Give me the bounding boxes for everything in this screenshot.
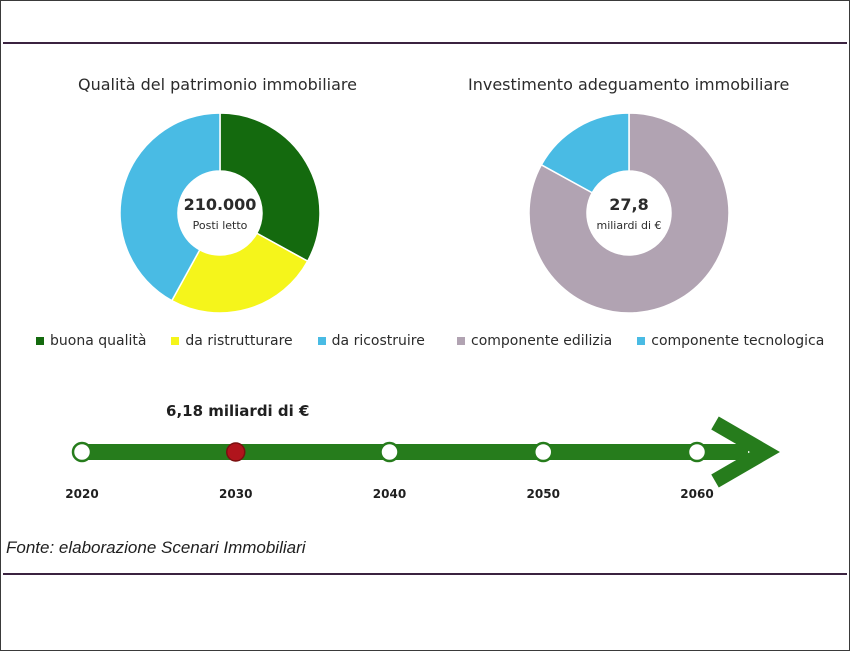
chart-title-investment: Investimento adeguamento immobiliare (468, 75, 790, 94)
timeline-marker-2020 (71, 441, 93, 463)
timeline-tick-2060: 2060 (680, 487, 713, 501)
timeline-tick-2040: 2040 (373, 487, 406, 501)
slice-da-ristrutturare (170, 232, 309, 314)
legend-quality: buona qualità da ristrutturare da ricostru… (36, 333, 450, 349)
center-value: 27,8 (609, 195, 648, 214)
legend-investment: componente edilizia componente tecnologic… (457, 333, 849, 349)
timeline-arrow-head (711, 416, 780, 488)
legend-item-buona-qualita: buona qualità (36, 333, 146, 349)
legend-swatch (457, 337, 465, 345)
chart-title-quality: Qualità del patrimonio immobiliare (78, 75, 357, 94)
slice-componente-edilizia (528, 112, 730, 314)
timeline-annotation: 6,18 miliardi di € (166, 402, 309, 420)
legend-swatch (637, 337, 646, 345)
donut-chart-investment: 27,8 miliardi di € (528, 112, 730, 314)
legend-label: componente edilizia (471, 333, 613, 349)
donut-chart-quality: 210.000 Posti letto (119, 112, 321, 314)
legend-swatch (36, 337, 44, 345)
slice-da-ricostruire (119, 112, 221, 302)
slice-componente-tecnologica (540, 112, 630, 194)
legend-item-da-ristrutturare: da ristrutturare (171, 333, 293, 349)
timeline-marker-2040 (379, 441, 400, 463)
timeline-marker-2030 (226, 442, 246, 462)
timeline-tick-2020: 2020 (65, 487, 98, 501)
slice-buona-qualita (219, 112, 321, 263)
donut-hole (588, 172, 670, 254)
timeline-marker-2050 (533, 441, 554, 463)
source-note: Fonte: elaborazione Scenari Immobiliari (6, 538, 306, 557)
center-value: 210.000 (184, 195, 257, 214)
center-label: Posti letto (193, 219, 248, 232)
donut-hole (179, 172, 261, 254)
center-label: miliardi di € (596, 219, 661, 232)
legend-item-componente-edilizia: componente edilizia (457, 333, 612, 349)
legend-label: componente tecnologica (651, 333, 825, 349)
top-rule (3, 42, 847, 44)
timeline-tick-2050: 2050 (527, 487, 560, 501)
legend-item-da-ricostruire: da ricostruire (317, 333, 425, 349)
timeline-marker-2060 (686, 441, 708, 463)
timeline-tick-2030: 2030 (219, 487, 252, 501)
legend-item-componente-tecnologica: componente tecnologica (637, 333, 824, 349)
legend-label: buona qualità (50, 333, 147, 349)
legend-swatch (171, 337, 180, 345)
legend-label: da ristrutturare (185, 333, 293, 349)
legend-label: da ricostruire (331, 333, 425, 349)
bottom-rule (3, 573, 847, 575)
timeline-chart: 2020 2030 6,18 miliardi di € 2040 2050 2060 (65, 402, 780, 501)
legend-swatch (317, 337, 326, 345)
